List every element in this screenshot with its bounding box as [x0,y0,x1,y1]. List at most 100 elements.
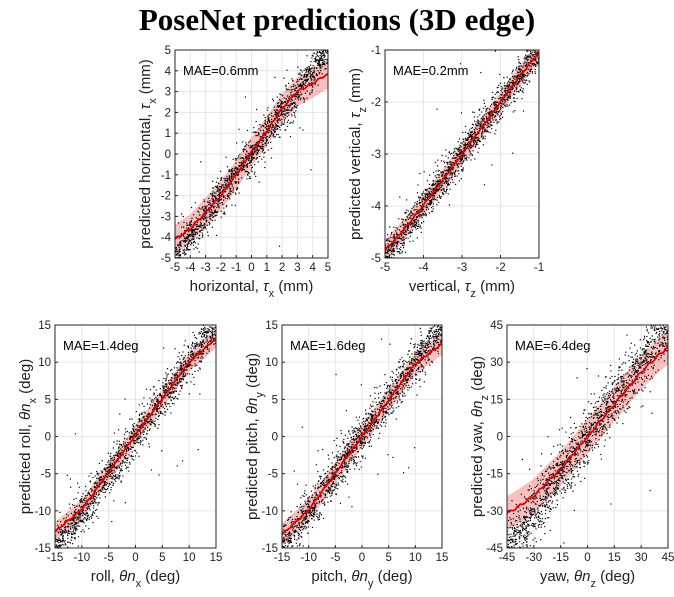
scatter-point [482,119,484,121]
scatter-point [470,152,472,154]
scatter-point [475,141,477,143]
scatter-point [189,249,191,251]
scatter-point [223,211,225,213]
scatter-point [448,151,450,153]
y-tick-label: -1 [161,170,171,182]
scatter-point [480,136,483,138]
scatter-point [437,182,439,184]
scatter-point [439,187,441,189]
scatter-point [210,218,212,221]
scatter-point [400,225,402,227]
scatter-point [188,249,190,251]
scatter-point [200,335,203,337]
scatter-point [152,409,154,411]
x-tick-label: -15 [47,552,64,564]
scatter-point [84,497,86,499]
scatter-point [300,86,303,88]
scatter-point [460,162,462,164]
scatter-point [411,229,414,231]
scatter-point [533,55,536,57]
scatter-point [476,139,478,142]
scatter-point [395,227,397,229]
scatter-point [193,343,196,345]
scatter-point [88,518,90,521]
scatter-point [400,238,402,240]
scatter-point [203,317,204,318]
scatter-point [146,415,148,417]
scatter-point [319,63,321,65]
scatter-point [307,68,309,70]
scatter-point [101,478,104,480]
scatter-point [102,485,105,487]
scatter-point [181,384,183,387]
scatter-point [137,426,139,428]
scatter-point [229,170,231,173]
scatter-point [473,138,475,140]
scatter-point [136,428,138,430]
scatter-point [198,367,201,369]
scatter-point [253,127,255,129]
scatter-point [173,387,175,389]
scatter-point [205,313,206,314]
scatter-point [515,88,518,90]
scatter-point [393,233,395,236]
scatter-point [223,196,225,199]
scatter-point [234,177,237,179]
scatter-point [191,235,193,237]
scatter-point [209,202,211,204]
scatter-point [190,244,192,246]
scatter-point [484,121,486,123]
scatter-point [422,197,425,199]
scatter-point [526,55,528,57]
scatter-point [416,202,418,205]
scatter-point [227,179,229,181]
scatter-point [106,475,108,478]
x-tick-label: 10 [183,552,196,564]
scatter-point [142,444,144,446]
scatter-point [227,195,230,197]
scatter-point [450,152,453,155]
scatter-point [320,52,322,54]
scatter-point [208,350,210,352]
scatter-point [169,388,171,391]
scatter-point [457,166,459,168]
scatter-point [283,116,285,118]
scatter-point [399,252,401,255]
scatter-point [171,380,173,382]
scatter-point [208,348,210,350]
scatter-point [162,385,164,387]
scatter-point [454,159,456,162]
scatter-point [463,141,465,143]
scatter-point [177,361,179,363]
scatter-point [98,477,101,479]
scatter-point [319,46,320,47]
scatter-point [81,512,83,514]
scatter-point [216,194,219,197]
scatter-point [191,235,193,237]
x-tick-label: -1 [534,262,544,274]
scatter-point [174,390,176,392]
scatter-point [403,223,405,225]
scatter-point [398,237,400,240]
scatter-point [489,124,492,126]
scatter-point [203,216,205,218]
scatter-point [409,213,411,215]
scatter-point [444,170,446,172]
scatter-point [62,535,64,537]
scatter-point [160,411,162,413]
scatter-point [184,244,186,246]
scatter-point [218,189,221,191]
scatter-point [214,210,217,213]
scatter-point [393,247,395,250]
scatter-point [184,355,186,357]
scatter-point [520,77,522,79]
scatter-point [65,529,67,531]
scatter-point [482,117,484,119]
scatter-point [83,518,85,520]
scatter-point [223,177,225,180]
scatter-point [119,413,121,415]
scatter-point [316,59,318,61]
scatter-point [149,418,152,421]
scatter-point [275,125,277,127]
scatter-point [94,512,96,514]
